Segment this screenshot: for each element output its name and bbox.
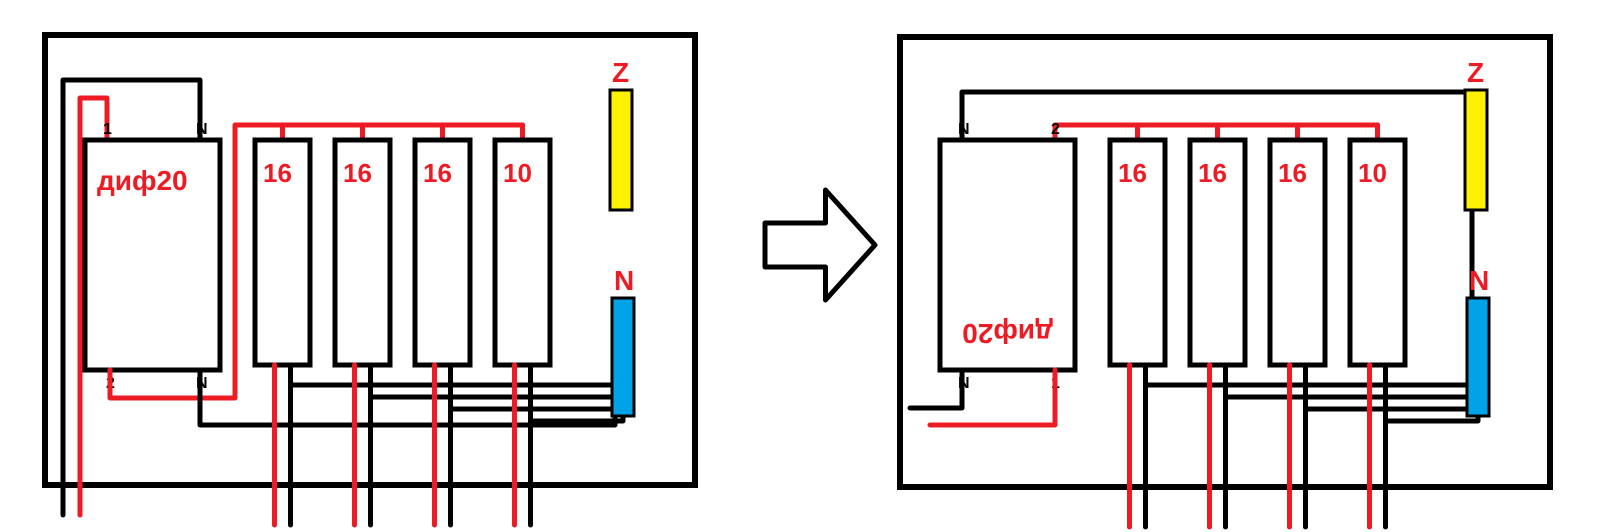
panel-b-n-label: N	[1469, 265, 1489, 296]
panel-b-breaker-label-1: 16	[1198, 158, 1227, 188]
panel-b-diff-label: диф20	[962, 318, 1053, 349]
wire-b-l-incoming	[930, 370, 1055, 425]
panel-a-n-label: N	[614, 265, 634, 296]
panel-a-diff-label: диф20	[97, 165, 188, 196]
panel-b-breaker-label-0: 16	[1118, 158, 1147, 188]
wire-a-n-tee-2	[451, 409, 624, 416]
panel-b-diff-tl: N	[958, 121, 970, 138]
wiring-diagram: диф201N2N16161610ZNдиф20N2N116161610ZN	[0, 0, 1599, 532]
panel-a-breaker-label-2: 16	[423, 158, 452, 188]
panel-b-z-label: Z	[1467, 57, 1484, 88]
panel-a-breaker-label-3: 10	[503, 158, 532, 188]
panel-a-z-label: Z	[612, 57, 629, 88]
arrow-icon	[765, 190, 875, 300]
panel-a-breaker-label-0: 16	[263, 158, 292, 188]
panel-b-n-bus	[1467, 298, 1489, 416]
wire-b-n-tee-3	[1386, 416, 1479, 421]
panel-b-breaker-label-2: 16	[1278, 158, 1307, 188]
panel-a-breaker-label-1: 16	[343, 158, 372, 188]
panel-a-diff-tn: N	[196, 121, 208, 138]
panel-a-diff-t1: 1	[103, 121, 112, 138]
wire-a-n-tee-3	[531, 416, 624, 421]
panel-b-breaker-label-3: 10	[1358, 158, 1387, 188]
panel-b-z-bus	[1465, 90, 1487, 210]
panel-b-diff-tr: 2	[1051, 121, 1060, 138]
panel-a-n-bus	[612, 298, 634, 416]
panel-a-z-bus	[610, 90, 632, 210]
wire-b-n-stub	[910, 370, 962, 408]
wire-b-n-tee-2	[1306, 409, 1479, 416]
